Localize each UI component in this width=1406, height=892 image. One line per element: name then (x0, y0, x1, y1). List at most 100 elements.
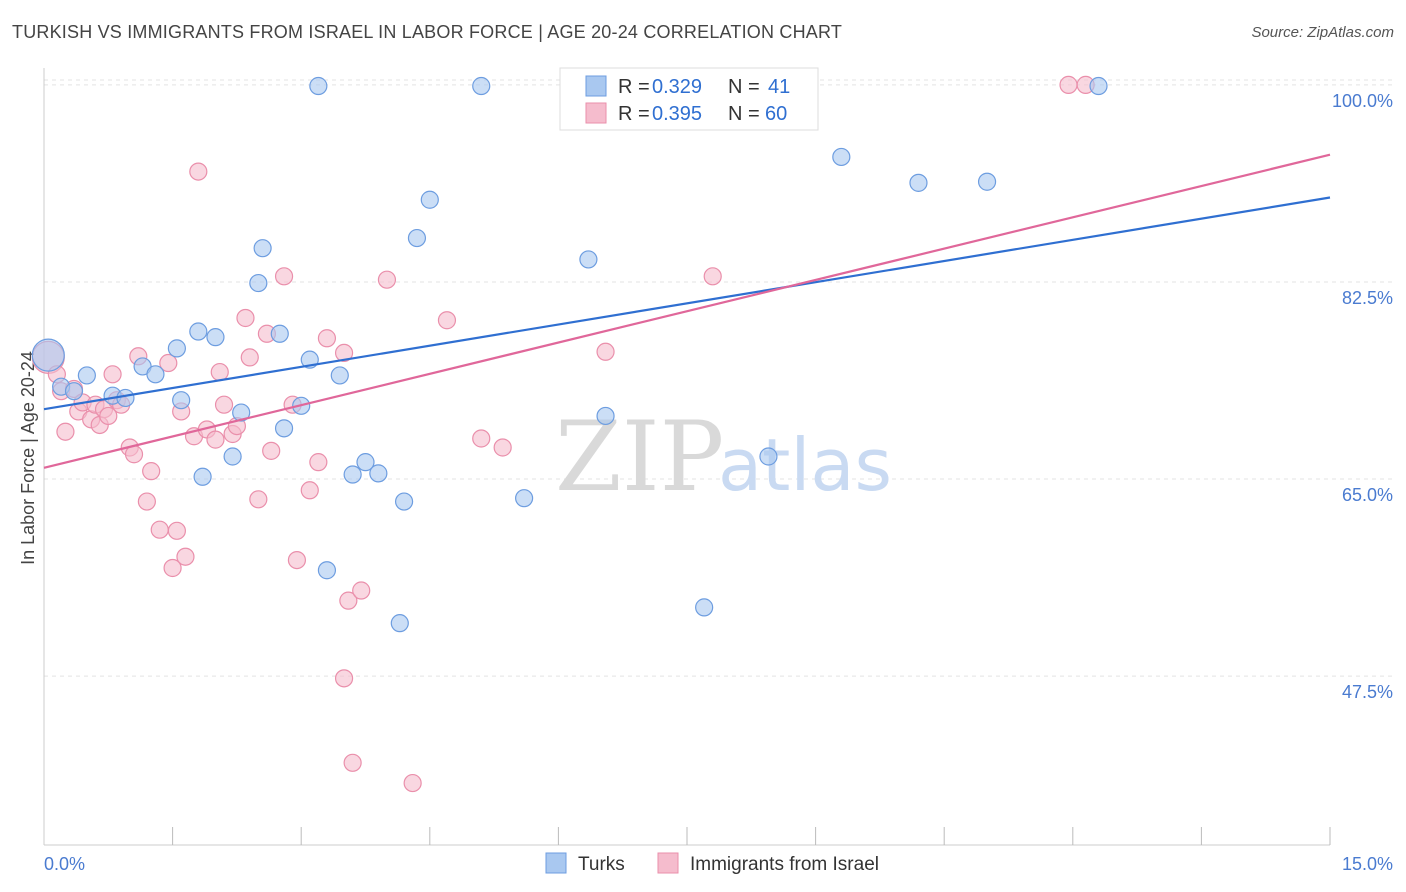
point-turks-12 (206, 328, 225, 347)
point-turks-27 (394, 492, 414, 511)
point-israel-11 (99, 406, 118, 426)
legend-israel-r-label: R = (618, 103, 650, 125)
x-tick-label-1: 15.0% (1342, 854, 1393, 874)
legend-israel-n-value: 60 (765, 103, 787, 125)
point-israel-49 (343, 753, 362, 772)
point-turks-34 (596, 406, 615, 426)
point-israel-43 (309, 453, 328, 472)
legend-swatch-israel (585, 102, 607, 124)
point-israel-21 (159, 353, 178, 373)
series-israel-points (31, 75, 1095, 793)
point-turks-39 (977, 172, 997, 191)
y-tick-labels: 100.0% 82.5% 65.0% 47.5% (1332, 91, 1393, 702)
watermark: ZIP atlas (555, 401, 892, 513)
legend-box: R = 0.329 N = 41 R = 0.395 N = 60 (559, 67, 819, 131)
y-tick-label-0: 100.0% (1332, 91, 1393, 111)
point-turks-22 (317, 561, 337, 580)
x-ticks: 0.0% 15.0% (44, 827, 1393, 874)
point-turks-14 (232, 403, 251, 422)
point-israel-30 (210, 362, 229, 382)
point-turks-38 (909, 173, 928, 192)
point-israel-39 (274, 267, 294, 286)
point-turks-10 (189, 322, 208, 341)
point-turks-9 (172, 391, 191, 410)
point-turks-31 (472, 76, 491, 96)
point-israel-51 (403, 773, 422, 793)
legend-turks-n-label: N = (728, 76, 760, 98)
chart-title: TURKISH VS IMMIGRANTS FROM ISRAEL IN LAB… (12, 22, 843, 42)
y-tick-label-1: 82.5% (1342, 288, 1393, 308)
point-israel-18 (137, 492, 156, 511)
point-turks-32 (515, 489, 534, 508)
point-israel-50 (377, 270, 397, 289)
watermark-atlas: atlas (718, 423, 892, 507)
y-tick-label-3: 47.5% (1342, 682, 1393, 702)
legend-israel-r-value: 0.395 (652, 103, 702, 125)
legend-israel-n-label: N = (728, 103, 760, 125)
point-turks-16 (253, 239, 272, 258)
point-israel-52 (437, 311, 457, 330)
point-israel-58 (1059, 75, 1078, 94)
point-israel-27 (189, 162, 208, 181)
point-turks-36 (759, 447, 778, 466)
point-israel-22 (163, 558, 182, 578)
point-turks-28 (390, 614, 409, 633)
bottom-legend-israel: Immigrants from Israel (690, 854, 879, 875)
point-turks-37 (832, 147, 851, 167)
point-israel-56 (703, 267, 722, 286)
point-turks-40 (1089, 76, 1108, 96)
series-turks-points (31, 76, 1108, 633)
point-israel-23 (167, 521, 186, 540)
point-israel-53 (472, 429, 491, 448)
bottom-legend-swatch-turks (545, 852, 567, 874)
point-israel-34 (236, 308, 255, 328)
point-turks-5 (116, 388, 135, 408)
point-turks-2 (64, 382, 84, 401)
source-credit: Source: ZipAtlas.com (1251, 24, 1394, 41)
legend-turks-r-label: R = (618, 76, 650, 98)
point-turks-3 (77, 366, 96, 385)
y-tick-label-2: 65.0% (1342, 485, 1393, 505)
gridlines (44, 79, 1392, 677)
point-israel-25 (176, 547, 195, 566)
trend-line-turks (43, 196, 1331, 411)
point-turks-24 (343, 465, 362, 484)
bottom-legend-swatch-israel (657, 852, 679, 874)
point-israel-44 (317, 329, 337, 348)
point-israel-54 (493, 438, 512, 457)
point-israel-48 (334, 669, 354, 688)
point-turks-17 (270, 324, 289, 343)
point-israel-31 (214, 395, 234, 414)
point-israel-35 (240, 348, 259, 367)
point-israel-41 (287, 550, 307, 570)
point-turks-23 (330, 366, 349, 385)
legend-turks-n-value: 41 (768, 76, 790, 98)
x-tick-label-0: 0.0% (44, 854, 85, 874)
point-turks-29 (407, 228, 427, 248)
point-turks-13 (223, 447, 242, 466)
point-israel-29 (206, 430, 225, 449)
point-israel-3 (56, 422, 75, 441)
point-turks-15 (249, 273, 268, 293)
point-israel-46 (339, 591, 358, 610)
trend-lines (43, 153, 1331, 469)
point-israel-47 (352, 581, 371, 600)
point-turks-26 (369, 464, 388, 483)
point-turks-11 (193, 467, 212, 486)
bottom-legend: Turks Immigrants from Israel (545, 852, 879, 875)
legend-swatch-turks (585, 75, 607, 97)
watermark-zip: ZIP (555, 401, 724, 513)
point-turks-30 (420, 190, 439, 209)
point-israel-19 (142, 462, 161, 481)
point-turks-35 (695, 598, 714, 617)
point-israel-42 (300, 481, 319, 500)
point-turks-8 (167, 339, 186, 358)
point-israel-45 (334, 343, 354, 362)
point-turks-18 (274, 419, 294, 438)
trend-line-israel (43, 153, 1331, 469)
point-turks-21 (309, 76, 328, 96)
point-israel-38 (262, 441, 281, 460)
point-israel-12 (103, 365, 122, 384)
bottom-legend-turks: Turks (578, 854, 625, 875)
